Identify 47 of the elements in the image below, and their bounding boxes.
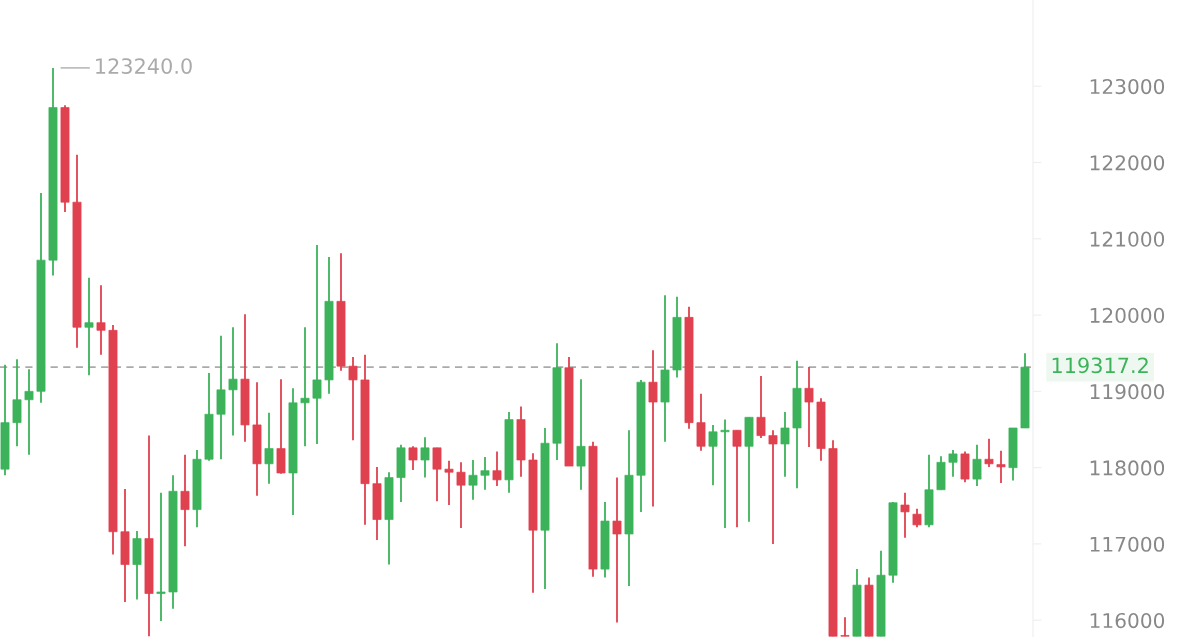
candlestick bbox=[840, 616, 850, 637]
y-tick-label: 122000 bbox=[1090, 155, 1165, 171]
y-tick-label: 117000 bbox=[1090, 536, 1165, 552]
candlestick bbox=[732, 429, 742, 529]
candlestick bbox=[720, 418, 730, 529]
candlestick bbox=[480, 456, 490, 491]
y-tick-label: 119000 bbox=[1090, 384, 1165, 400]
candlestick bbox=[948, 449, 958, 478]
candlestick bbox=[264, 411, 274, 485]
candlestick bbox=[768, 429, 778, 545]
candlestick bbox=[912, 507, 922, 529]
y-tick-label: 120000 bbox=[1090, 307, 1165, 323]
candlestick bbox=[348, 356, 358, 442]
y-tick-label: 116000 bbox=[1090, 612, 1165, 629]
ref-line-label: 119317.2 bbox=[1052, 357, 1148, 374]
candlestick bbox=[156, 491, 166, 622]
candlestick bbox=[612, 476, 622, 624]
candlestick bbox=[300, 326, 310, 448]
candlestick bbox=[312, 243, 322, 445]
candlestick bbox=[780, 411, 790, 478]
candlestick bbox=[804, 366, 814, 448]
candlestick bbox=[984, 437, 994, 468]
candlestick bbox=[996, 449, 1006, 484]
candlestick bbox=[492, 450, 502, 487]
candlestick bbox=[180, 453, 190, 548]
y-tick-label: 121000 bbox=[1090, 231, 1165, 247]
candlestick bbox=[24, 368, 34, 456]
candlestick bbox=[972, 443, 982, 487]
candlestick bbox=[576, 378, 586, 491]
candlestick bbox=[432, 446, 442, 503]
annotation: 123240.0 bbox=[96, 58, 192, 74]
y-tick-label: 123000 bbox=[1090, 78, 1165, 95]
y-tick-label: 118000 bbox=[1090, 460, 1165, 476]
candlestick bbox=[456, 461, 466, 529]
candlestick bbox=[468, 459, 478, 501]
candlestick bbox=[444, 459, 454, 506]
candlestick bbox=[408, 445, 418, 471]
candlestick bbox=[12, 358, 22, 448]
candlestick bbox=[696, 392, 706, 452]
candlestick bbox=[420, 436, 430, 479]
candlestick bbox=[96, 284, 106, 356]
candlestick bbox=[708, 424, 718, 487]
candlestick bbox=[84, 276, 94, 377]
candlestick bbox=[900, 491, 910, 539]
candlestick bbox=[648, 349, 658, 508]
candlestick bbox=[228, 326, 238, 437]
candlestick bbox=[756, 375, 766, 439]
